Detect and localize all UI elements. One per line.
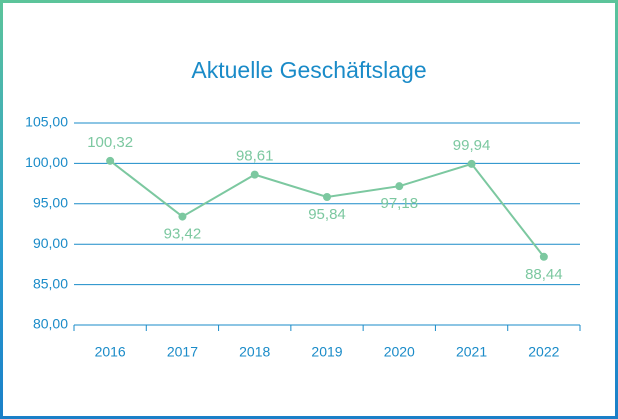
marker: [178, 212, 187, 221]
marker: [395, 182, 404, 191]
y-tick-label: 95,00: [33, 195, 68, 211]
x-tick-label: 2017: [167, 344, 198, 360]
y-tick-label: 90,00: [33, 235, 68, 251]
x-tick-label: 2020: [384, 344, 415, 360]
data-label: 99,94: [453, 137, 491, 154]
data-label: 88,44: [525, 266, 563, 283]
marker: [467, 159, 476, 168]
x-tick-label: 2022: [528, 344, 559, 360]
data-label: 100,32: [87, 134, 133, 151]
data-label: 98,61: [236, 148, 274, 165]
x-tick-label: 2019: [311, 344, 342, 360]
y-tick-label: 105,00: [25, 114, 68, 130]
data-label: 95,84: [308, 206, 346, 223]
marker: [323, 193, 331, 202]
marker: [106, 156, 115, 165]
y-tick-label: 80,00: [33, 316, 68, 332]
x-tick-label: 2021: [456, 344, 487, 360]
y-tick-label: 100,00: [25, 154, 68, 170]
panel: Aktuelle Geschäftslage 80,00 85,00 90,00 95…: [3, 3, 615, 416]
data-label: 97,18: [381, 195, 419, 212]
y-tick-label: 85,00: [33, 275, 68, 291]
chart-title: Aktuelle Geschäftslage: [191, 57, 426, 83]
x-tick-label: 2018: [239, 344, 270, 360]
chart: Aktuelle Geschäftslage 80,00 85,00 90,00 95…: [25, 57, 581, 360]
marker: [250, 170, 259, 179]
data-label: 93,42: [164, 226, 202, 243]
marker: [539, 252, 548, 261]
x-tick-label: 2016: [95, 344, 126, 360]
